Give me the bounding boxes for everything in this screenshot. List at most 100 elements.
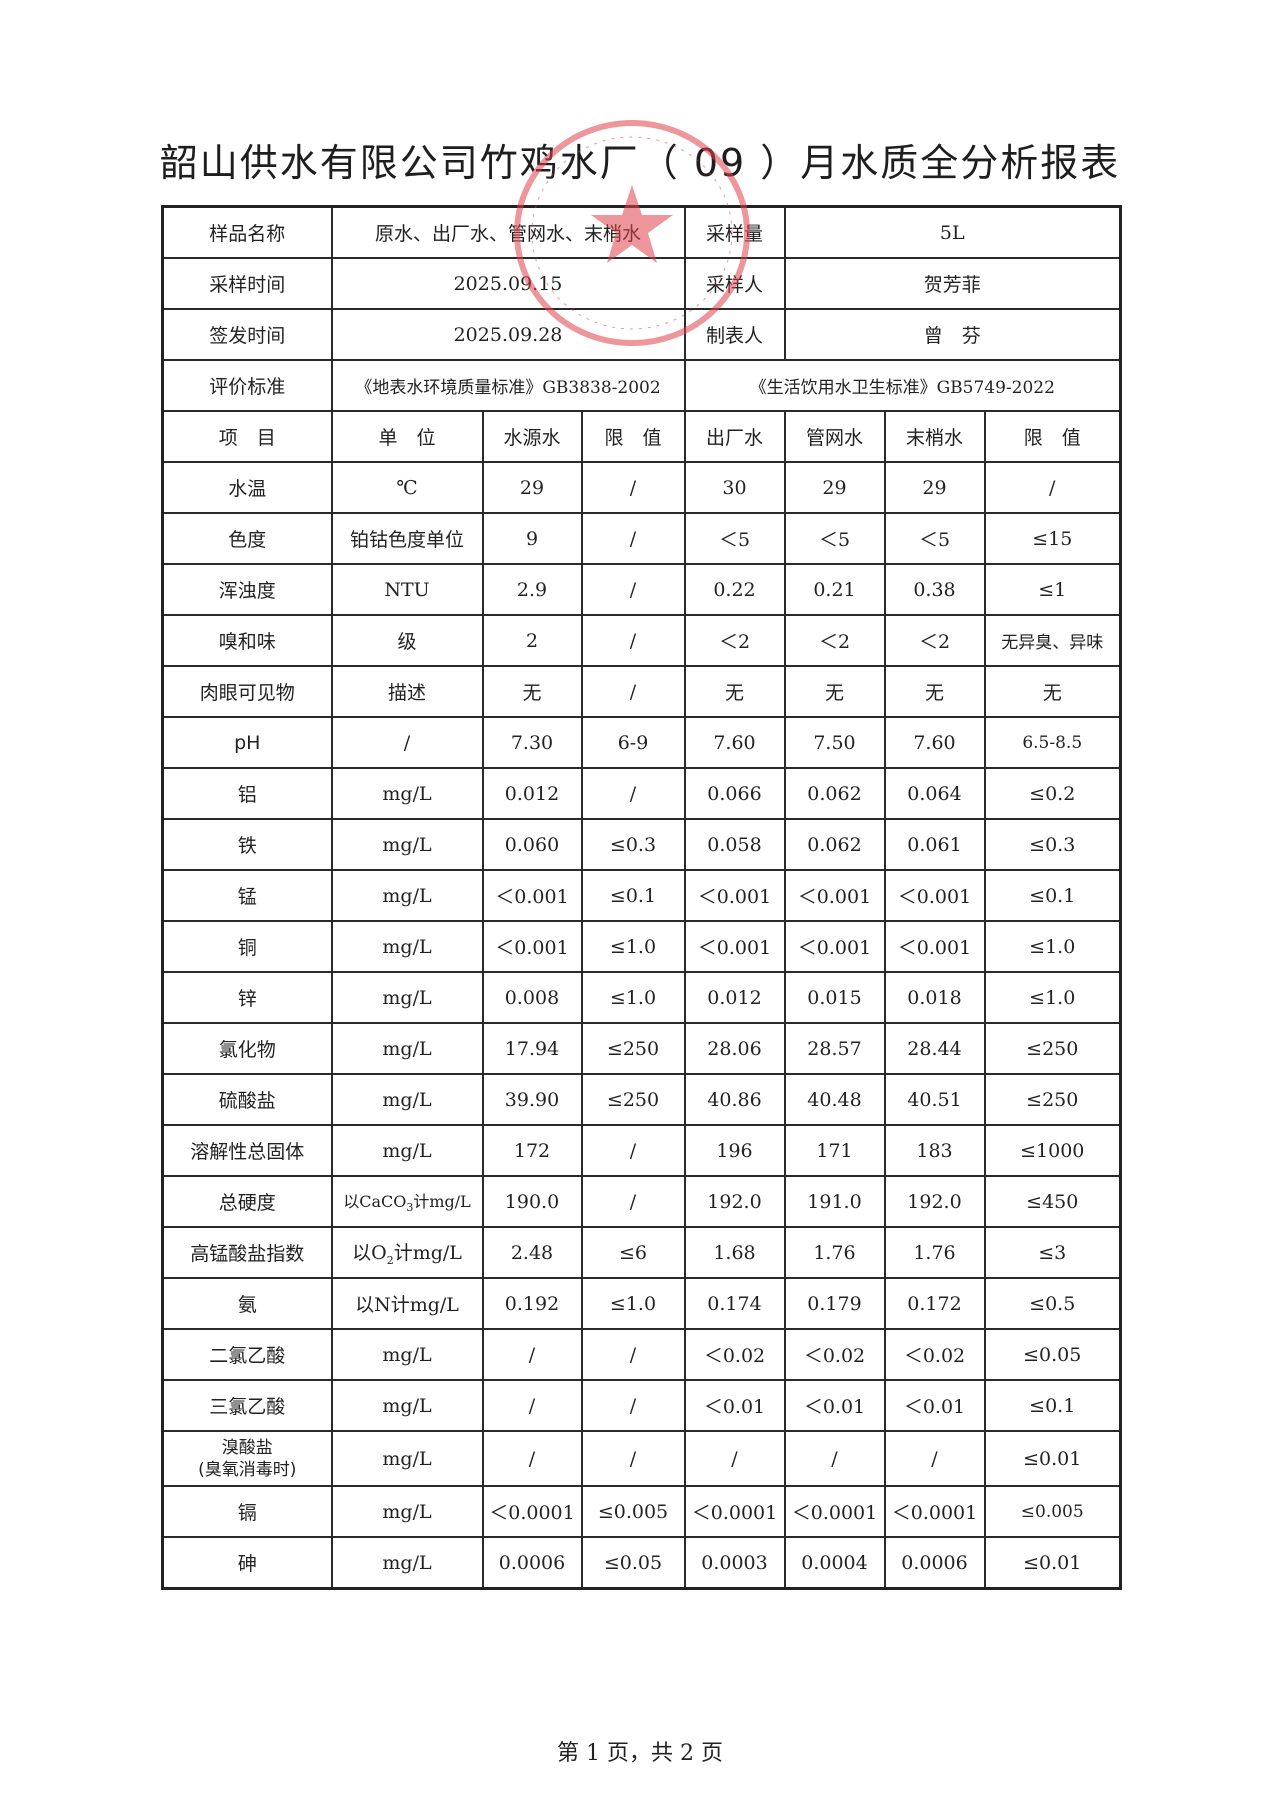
table-row: 总硬度 以CaCO3计mg/L 190.0/192.0 191.0 192.0 ≤450 bbox=[161, 1175, 1122, 1228]
column-header: 末梢水 bbox=[883, 410, 986, 463]
standard-source-water: 《地表水环境质量标准》GB3838-2002 bbox=[330, 359, 686, 412]
source-water-value: 29 bbox=[481, 461, 583, 514]
item-name: 镉 bbox=[161, 1485, 333, 1538]
unit: mg/L bbox=[330, 1379, 484, 1432]
source-limit: / bbox=[580, 1430, 686, 1487]
terminal-water-value: 0.0006 bbox=[883, 1536, 986, 1590]
unit: 描述 bbox=[330, 665, 484, 718]
source-limit: ≤0.3 bbox=[580, 818, 686, 871]
network-water-value: ＜0.001 bbox=[783, 920, 886, 973]
source-water-value: / bbox=[481, 1379, 583, 1432]
info-row-issue-time: 签发时间 2025.09.28 制表人 曾 芬 bbox=[161, 308, 1122, 361]
source-limit: ≤1.0 bbox=[580, 920, 686, 973]
column-header: 限 值 bbox=[580, 410, 686, 463]
source-water-value: 无 bbox=[481, 665, 583, 718]
drinking-limit: ≤0.01 bbox=[983, 1536, 1122, 1590]
unit: 以N计mg/L bbox=[330, 1277, 484, 1330]
source-water-value: 172 bbox=[481, 1124, 583, 1177]
sample-time-label: 采样时间 bbox=[161, 257, 333, 310]
column-header: 项 目 bbox=[161, 410, 333, 463]
source-limit: / bbox=[580, 1328, 686, 1381]
drinking-limit: ≤450 bbox=[983, 1175, 1122, 1228]
terminal-water-value: 29 bbox=[883, 461, 986, 514]
drinking-limit: ≤1000 bbox=[983, 1124, 1122, 1177]
drinking-limit: ≤3 bbox=[983, 1226, 1122, 1279]
unit: 以O2计mg/L bbox=[330, 1226, 484, 1279]
item-name: 色度 bbox=[161, 512, 333, 565]
source-water-value: 0.192 bbox=[481, 1277, 583, 1330]
network-water-value: 28.57 bbox=[783, 1022, 886, 1075]
network-water-value: 191.0 bbox=[783, 1175, 886, 1228]
terminal-water-value: ＜5 bbox=[883, 512, 986, 565]
water-quality-table: 样品名称 原水、出厂水、管网水、末梢水 采样量 5L 采样时间 2025.09.… bbox=[161, 205, 1122, 1590]
table-row: 氨以N计mg/L 0.192 ≤1.0 0.174 0.179 0.172 ≤0.5 bbox=[161, 1277, 1122, 1330]
info-row-standard: 评价标准 《地表水环境质量标准》GB3838-2002 《生活饮用水卫生标准》G… bbox=[161, 359, 1122, 412]
source-limit: / bbox=[580, 512, 686, 565]
network-water-value: ＜0.0001 bbox=[783, 1485, 886, 1538]
drinking-limit: / bbox=[983, 461, 1122, 514]
drinking-limit: ≤15 bbox=[983, 512, 1122, 565]
source-water-value: ＜0.001 bbox=[481, 869, 583, 922]
unit: mg/L bbox=[330, 1430, 484, 1487]
item-name: 砷 bbox=[161, 1536, 333, 1590]
network-water-value: 0.0004 bbox=[783, 1536, 886, 1590]
network-water-value: ＜2 bbox=[783, 614, 886, 667]
column-header: 单 位 bbox=[330, 410, 484, 463]
source-limit: ≤1.0 bbox=[580, 1277, 686, 1330]
terminal-water-value: 40.51 bbox=[883, 1073, 986, 1126]
item-name: 溴酸盐 (臭氧消毒时) bbox=[161, 1430, 333, 1487]
drinking-limit: ≤0.3 bbox=[983, 818, 1122, 871]
source-water-value: 0.060 bbox=[481, 818, 583, 871]
source-limit: ≤1.0 bbox=[580, 971, 686, 1024]
terminal-water-value: ＜0.02 bbox=[883, 1328, 986, 1381]
outlet-water-value: ＜5 bbox=[683, 512, 786, 565]
terminal-water-value: ＜0.01 bbox=[883, 1379, 986, 1432]
unit: mg/L bbox=[330, 1124, 484, 1177]
terminal-water-value: ＜2 bbox=[883, 614, 986, 667]
outlet-water-value: ＜0.01 bbox=[683, 1379, 786, 1432]
terminal-water-value: 0.064 bbox=[883, 767, 986, 820]
drinking-limit: 6.5-8.5 bbox=[983, 716, 1122, 769]
table-row: pH/7.30 6-9 7.60 7.50 7.60 6.5-8.5 bbox=[161, 716, 1122, 769]
item-name: 铝 bbox=[161, 767, 333, 820]
network-water-value: 0.062 bbox=[783, 767, 886, 820]
drinking-limit: ≤0.005 bbox=[983, 1485, 1122, 1538]
outlet-water-value: / bbox=[683, 1430, 786, 1487]
issue-time-value: 2025.09.28 bbox=[330, 308, 686, 361]
network-water-value: ＜5 bbox=[783, 512, 886, 565]
table-row: 溶解性总固体 mg/L 172/196 171 183 ≤1000 bbox=[161, 1124, 1122, 1177]
outlet-water-value: 0.174 bbox=[683, 1277, 786, 1330]
unit: 级 bbox=[330, 614, 484, 667]
source-limit: / bbox=[580, 563, 686, 616]
item-name: 溶解性总固体 bbox=[161, 1124, 333, 1177]
unit: mg/L bbox=[330, 1073, 484, 1126]
source-water-value: 2.9 bbox=[481, 563, 583, 616]
unit: ℃ bbox=[330, 461, 484, 514]
outlet-water-value: ＜0.0001 bbox=[683, 1485, 786, 1538]
source-water-value: 2 bbox=[481, 614, 583, 667]
source-water-value: 2.48 bbox=[481, 1226, 583, 1279]
item-name: 肉眼可见物 bbox=[161, 665, 333, 718]
source-water-value: ＜0.0001 bbox=[481, 1485, 583, 1538]
item-name: 水温 bbox=[161, 461, 333, 514]
unit: NTU bbox=[330, 563, 484, 616]
terminal-water-value: 0.172 bbox=[883, 1277, 986, 1330]
outlet-water-value: ＜0.001 bbox=[683, 869, 786, 922]
outlet-water-value: 无 bbox=[683, 665, 786, 718]
table-row: 铜 mg/L ＜0.001 ≤1.0 ＜0.001 ＜0.001 ＜0.001 ≤1.0 bbox=[161, 920, 1122, 973]
source-limit: / bbox=[580, 461, 686, 514]
table-row: 镉 mg/L ＜0.0001 ≤0.005 ＜0.0001 ＜0.0001 ＜0.0001 ≤… bbox=[161, 1485, 1122, 1538]
table-row: 砷 mg/L 0.0006 ≤0.05 0.0003 0.0004 0.0006 ≤0.01 bbox=[161, 1536, 1122, 1590]
item-name: 铜 bbox=[161, 920, 333, 973]
sample-volume-value: 5L bbox=[783, 205, 1122, 259]
source-limit: / bbox=[580, 767, 686, 820]
source-water-value: ＜0.001 bbox=[481, 920, 583, 973]
source-water-value: 17.94 bbox=[481, 1022, 583, 1075]
table-row: 水温 ℃ 29/30 29 29/ bbox=[161, 461, 1122, 514]
source-limit: / bbox=[580, 614, 686, 667]
network-water-value: ＜0.01 bbox=[783, 1379, 886, 1432]
issue-time-label: 签发时间 bbox=[161, 308, 333, 361]
unit: mg/L bbox=[330, 1536, 484, 1590]
item-name: 总硬度 bbox=[161, 1175, 333, 1228]
terminal-water-value: ＜0.001 bbox=[883, 920, 986, 973]
